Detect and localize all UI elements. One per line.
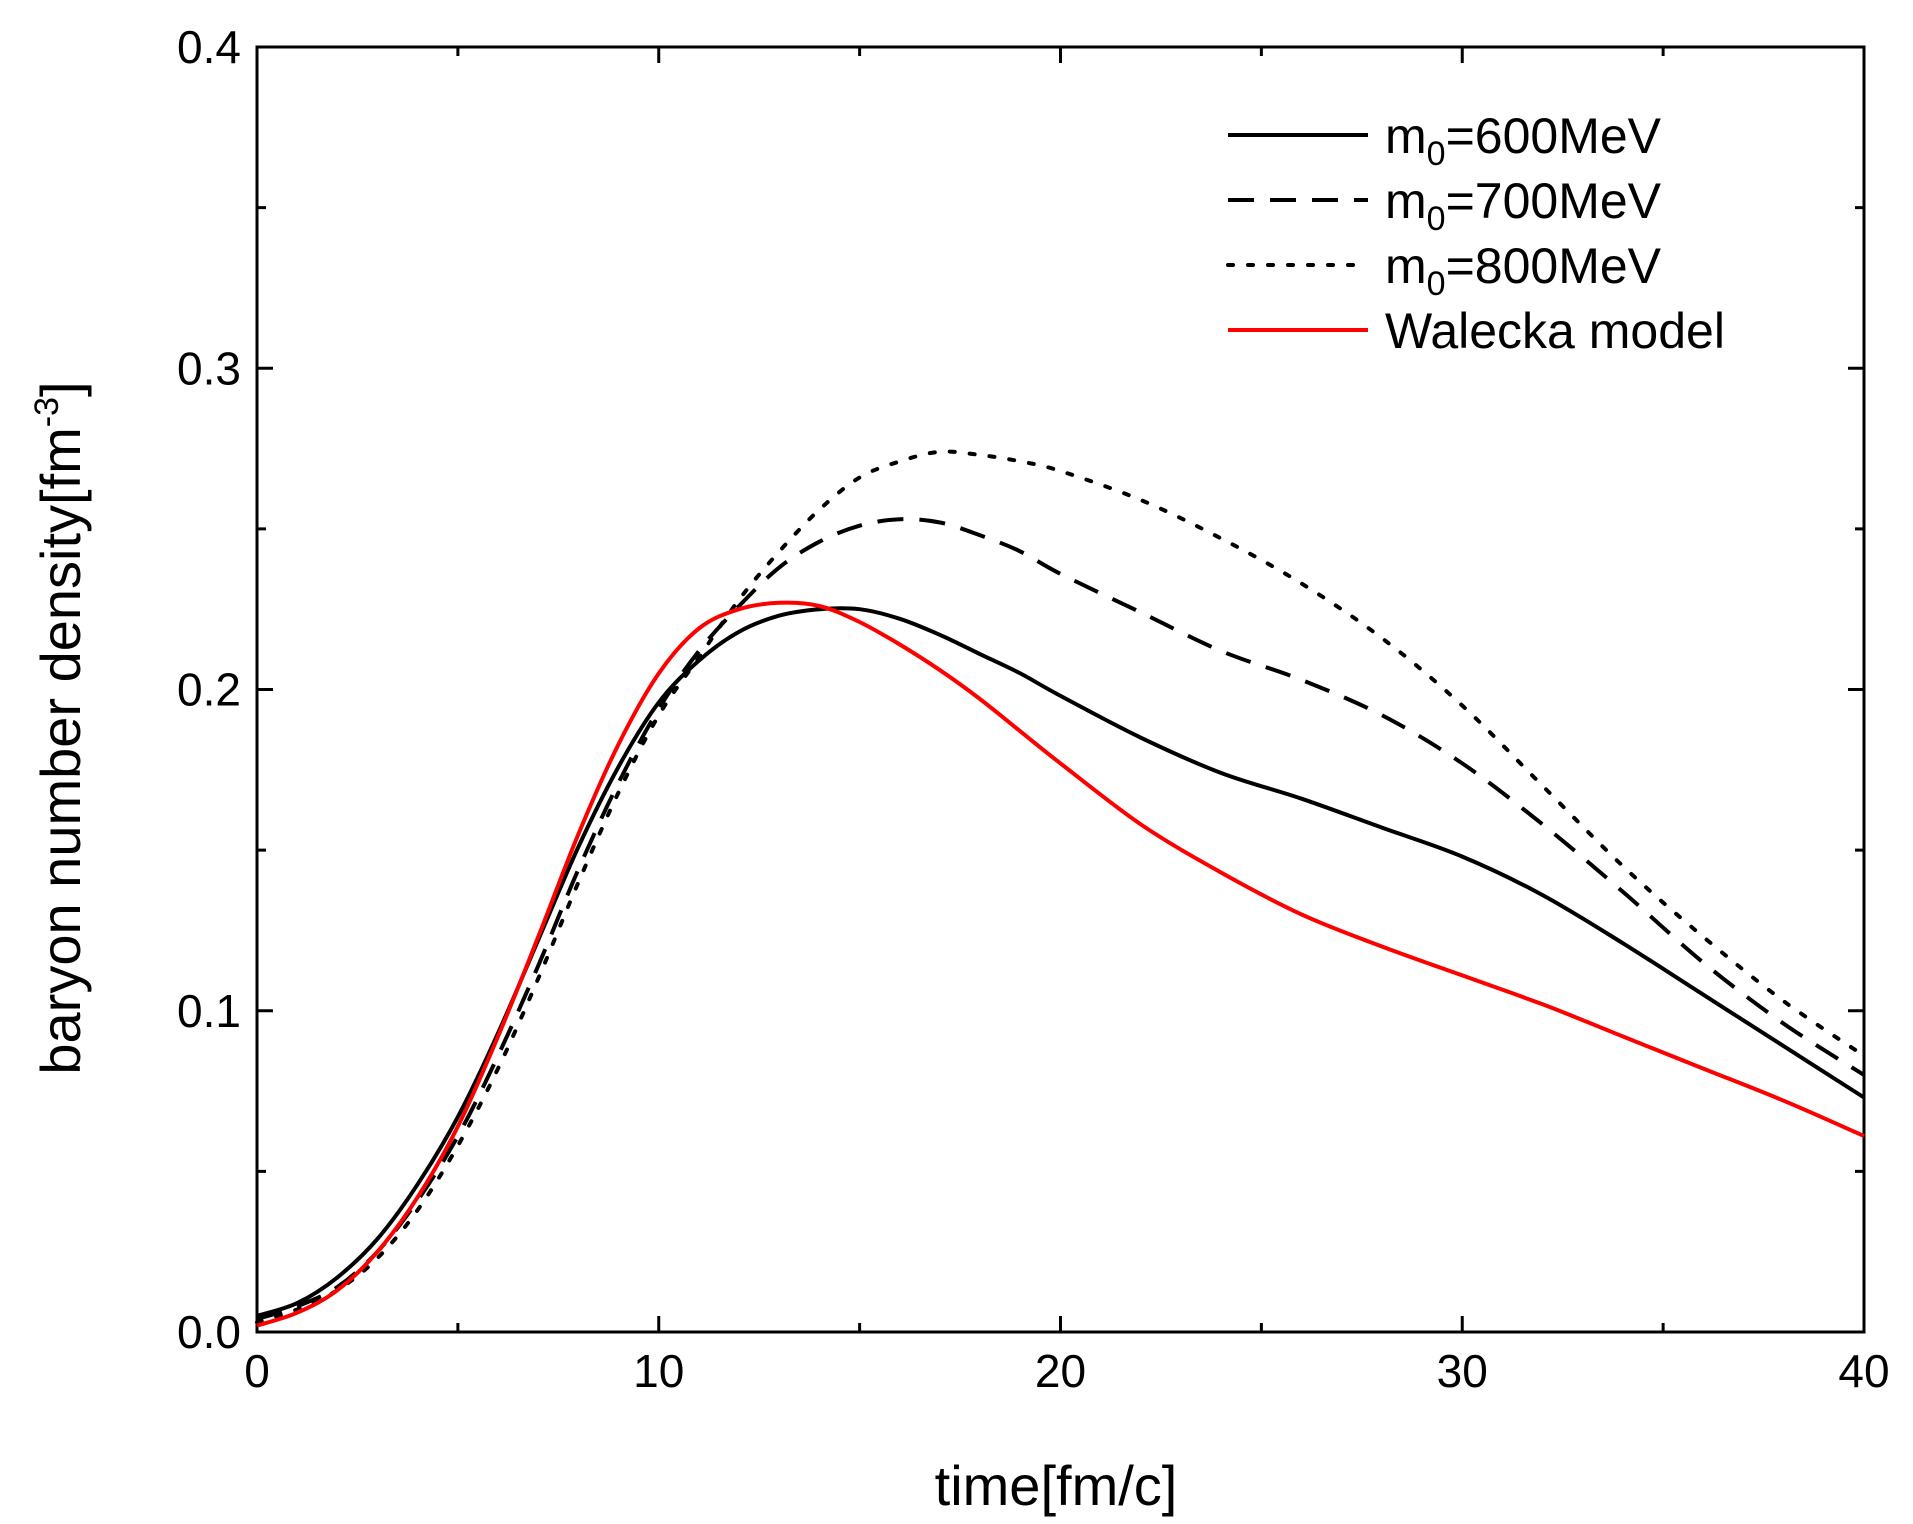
x-tick-label: 20: [1035, 1345, 1086, 1397]
y-tick-label: 0.2: [177, 664, 241, 716]
y-axis-title: baryon number density[fm-3]: [28, 381, 92, 1074]
legend-label-subscript: 0: [1427, 135, 1446, 173]
svg-text:baryon number density[fm-3]: baryon number density[fm-3]: [28, 381, 92, 1074]
legend-label-2: m0=700MeV: [1385, 173, 1662, 238]
y-axis-title-close: ]: [29, 381, 92, 397]
legend-label-rest: =800MeV: [1446, 238, 1662, 294]
legend-label-main: m: [1385, 108, 1427, 164]
series-line-4: [256, 600, 1865, 1328]
legend-label-1: m0=600MeV: [1385, 108, 1662, 173]
legend-label-subscript: 0: [1427, 200, 1446, 238]
legend-label-main: m: [1385, 238, 1427, 294]
y-tick-label: 0.0: [177, 1306, 241, 1358]
x-tick-label: 40: [1838, 1345, 1889, 1397]
axes: 0 10 20 30 40 0.0 0.1 0.2 0.3 0.4: [177, 21, 1890, 1397]
series-line-2: [256, 517, 1866, 1322]
series-line-1: [256, 606, 1866, 1318]
y-tick-label: 0.3: [177, 342, 241, 394]
x-tick-label: 10: [633, 1345, 684, 1397]
legend-label-main: m: [1385, 173, 1427, 229]
legend-label-rest: =600MeV: [1446, 108, 1662, 164]
series-layer: [255, 449, 1866, 1328]
x-tick-label: 30: [1437, 1345, 1488, 1397]
x-axis-title: time[fm/c]: [935, 1454, 1178, 1517]
y-tick-label: 0.1: [177, 985, 241, 1037]
legend-label-4: Walecka model: [1385, 303, 1725, 359]
legend-label-subscript: 0: [1427, 265, 1446, 303]
legend-label-3: m0=800MeV: [1385, 238, 1662, 303]
x-tick-label: 0: [244, 1345, 270, 1397]
y-axis-title-main: baryon number density[fm: [29, 427, 92, 1074]
y-axis-title-superscript: -3: [28, 397, 66, 427]
legend-label-rest: =700MeV: [1446, 173, 1662, 229]
series-line-3: [255, 449, 1866, 1325]
y-tick-label: 0.4: [177, 21, 241, 73]
legend-label-main: Walecka model: [1385, 303, 1725, 359]
